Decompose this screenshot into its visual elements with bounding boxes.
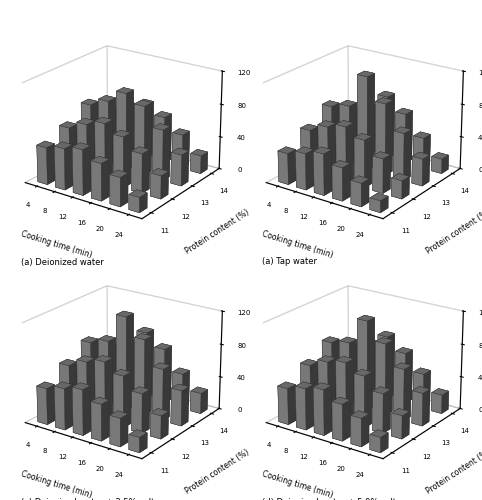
X-axis label: Cooking time (min): Cooking time (min) — [261, 470, 334, 500]
Y-axis label: Protein content (%): Protein content (%) — [184, 208, 251, 256]
Text: (d) Deionized water + 5.0% salt: (d) Deionized water + 5.0% salt — [262, 498, 396, 500]
Y-axis label: Protein content (%): Protein content (%) — [184, 448, 251, 496]
X-axis label: Cooking time (min): Cooking time (min) — [20, 470, 93, 500]
X-axis label: Cooking time (min): Cooking time (min) — [261, 230, 334, 260]
Text: (a) Tap water: (a) Tap water — [262, 258, 317, 266]
Y-axis label: Protein content (%): Protein content (%) — [425, 208, 482, 256]
Y-axis label: Protein content (%): Protein content (%) — [425, 448, 482, 496]
Text: (c) Deionized water + 2.5% salt: (c) Deionized water + 2.5% salt — [21, 498, 154, 500]
X-axis label: Cooking time (min): Cooking time (min) — [20, 230, 93, 260]
Text: (a) Deionized water: (a) Deionized water — [21, 258, 104, 266]
